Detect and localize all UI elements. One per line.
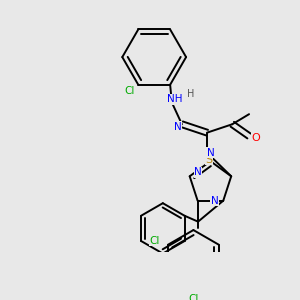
Text: N: N xyxy=(211,196,219,206)
Text: N: N xyxy=(174,122,182,132)
Text: NH: NH xyxy=(167,94,182,104)
Text: Cl: Cl xyxy=(149,236,160,245)
Text: S: S xyxy=(205,154,212,164)
Text: Cl: Cl xyxy=(125,86,135,96)
Text: Cl: Cl xyxy=(188,294,199,300)
Text: O: O xyxy=(251,133,260,143)
Text: N: N xyxy=(194,167,202,177)
Text: N: N xyxy=(207,148,214,158)
Text: H: H xyxy=(187,89,194,99)
